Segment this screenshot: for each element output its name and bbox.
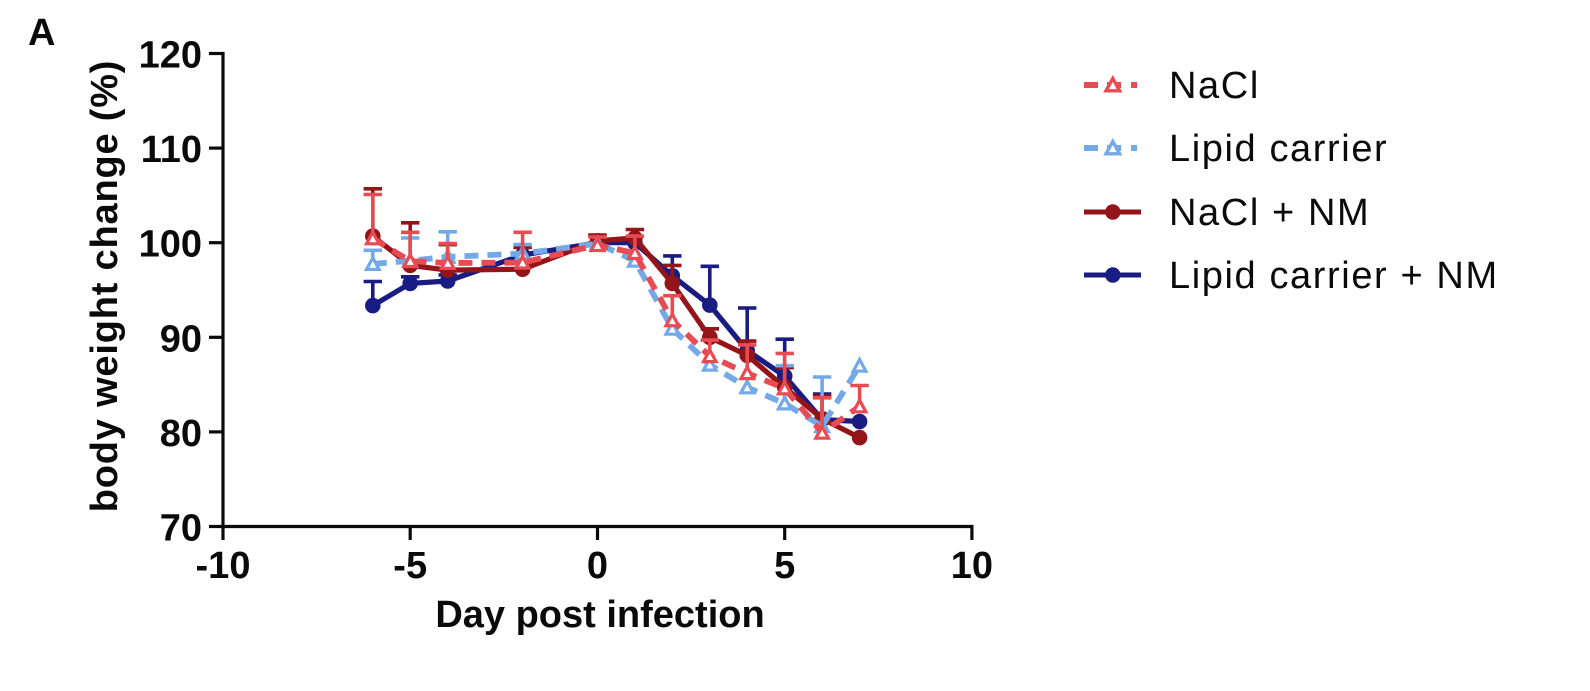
svg-text:Lipid carrier: Lipid carrier [1169, 128, 1388, 170]
svg-text:Day post infection: Day post infection [435, 594, 764, 636]
svg-text:-5: -5 [393, 545, 427, 587]
svg-text:120: 120 [139, 35, 202, 77]
svg-text:Lipid carrier + NM: Lipid carrier + NM [1169, 255, 1499, 297]
svg-text:body weight change (%): body weight change (%) [84, 60, 126, 513]
svg-text:0: 0 [587, 545, 608, 587]
svg-text:NaCl: NaCl [1169, 65, 1260, 107]
svg-text:110: 110 [141, 129, 202, 171]
svg-text:100: 100 [139, 224, 202, 266]
svg-text:80: 80 [160, 413, 202, 455]
svg-text:NaCl + NM: NaCl + NM [1169, 192, 1370, 234]
svg-text:5: 5 [774, 545, 795, 587]
svg-text:90: 90 [160, 318, 202, 360]
svg-text:70: 70 [160, 508, 202, 550]
svg-text:-10: -10 [196, 545, 251, 587]
svg-text:10: 10 [951, 545, 993, 587]
svg-text:A: A [28, 12, 55, 54]
